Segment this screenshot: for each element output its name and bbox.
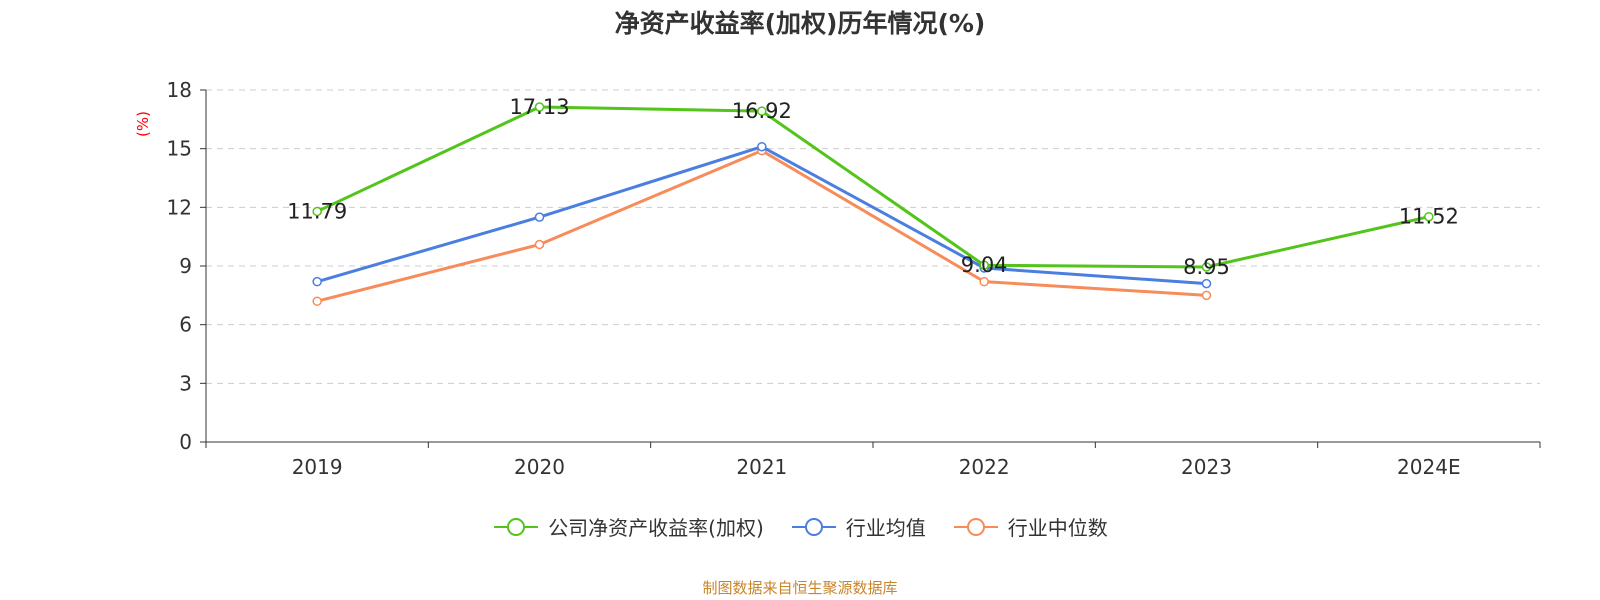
data-point[interactable] [757,106,767,116]
data-point[interactable] [534,212,545,222]
series-line [316,145,1207,286]
x-tick-label: 2021 [736,455,787,479]
legend-item-company-roe[interactable]: 公司净资产收益率(加权) [492,512,764,541]
data-point[interactable] [1424,211,1434,222]
legend-label: 公司净资产收益率(加权) [548,516,764,540]
data-point[interactable] [534,102,545,112]
legend-marker-icon [791,517,836,536]
chart-title: 净资产收益率(加权)历年情况(%) [614,9,986,38]
data-point[interactable] [1201,290,1212,301]
data-value-label: 11.79 [287,199,347,223]
y-tick-label: 0 [179,430,192,454]
y-tick-label: 12 [167,195,192,219]
data-value-label: 9.04 [961,253,1008,277]
data-value-label: 17.13 [509,95,569,119]
legend-item-industry-mean[interactable]: 行业均值 [790,512,926,541]
y-tick-label: 6 [179,313,192,337]
data-point[interactable] [312,296,322,306]
data-labels: 11.79 17.13 16.92 9.04 8.95 11.52 [287,95,1459,279]
series-line [316,149,1207,303]
data-point[interactable] [1201,262,1212,272]
data-point[interactable] [534,239,545,250]
x-tick-label: 2019 [292,455,343,479]
data-point[interactable] [312,206,322,217]
data-point[interactable] [1201,278,1212,289]
axes: 0 3 6 9 12 15 18 2019 2020 2021 2022 2023 2024E [167,78,1541,479]
legend-marker-icon [494,517,539,536]
data-point[interactable] [979,260,989,270]
y-tick-label: 18 [167,78,192,102]
y-tick-label: 15 [167,137,192,161]
legend-label: 行业中位数 [1007,516,1108,540]
data-value-label: 16.92 [732,99,792,123]
data-point[interactable] [979,276,989,287]
y-tick-label: 9 [179,254,192,278]
series-line [316,105,1430,269]
data-source-note: 制图数据来自恒生聚源数据库 [702,579,898,597]
series-lines [312,102,1434,306]
legend: 公司净资产收益率(加权) 行业均值 行业中位数 [0,512,1600,541]
data-point[interactable] [312,276,322,287]
data-point[interactable] [757,141,767,152]
legend-label: 行业均值 [845,516,926,540]
data-value-label: 8.95 [1183,255,1230,279]
x-tick-label: 2024E [1397,455,1461,479]
y-axis-label: (%) [134,111,152,137]
data-value-label: 11.52 [1399,205,1459,229]
x-tick-label: 2023 [1181,455,1232,479]
x-tick-label: 2020 [514,455,565,479]
y-tick-label: 3 [179,371,192,395]
legend-item-industry-median[interactable]: 行业中位数 [952,512,1108,541]
x-tick-label: 2022 [959,455,1010,479]
grid-lines [206,89,1540,384]
legend-marker-icon [953,517,998,536]
